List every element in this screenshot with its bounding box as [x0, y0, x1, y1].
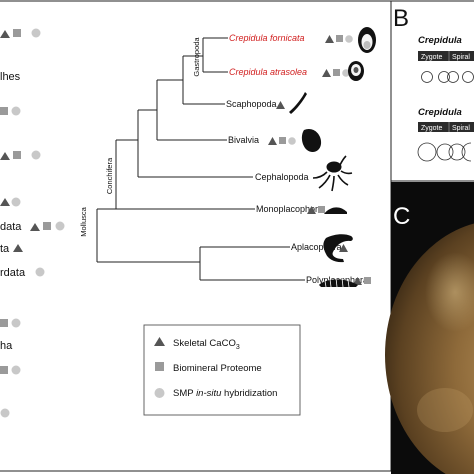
square-marker	[364, 277, 371, 284]
taxon-label: Scaphopoda	[226, 99, 277, 109]
trait-markers	[268, 35, 371, 285]
legend-label-skeletal: Skeletal CaCO3	[173, 338, 240, 351]
stage-label: Zygote	[421, 125, 443, 132]
panel-b-frame	[390, 0, 474, 182]
clade-label-mollusca: Mollusca	[79, 206, 88, 236]
legend: Skeletal CaCO3 Biomineral Proteome SMP i…	[143, 324, 301, 416]
bivalve-icon	[301, 128, 322, 152]
legend-box	[143, 324, 301, 416]
circle-marker	[288, 137, 296, 145]
left-label-fragment: data	[0, 221, 22, 233]
legend-circle-icon	[154, 388, 165, 398]
taxon-illustrations	[289, 27, 376, 288]
triangle-marker	[339, 244, 348, 252]
embryo-outlines	[421, 71, 474, 83]
square-marker	[13, 151, 21, 159]
square-marker	[43, 222, 51, 230]
circle-marker	[11, 106, 21, 116]
triangle-marker	[0, 198, 10, 206]
phylogenetic-tree	[96, 37, 305, 281]
snail-atrasolea-icon	[348, 61, 364, 81]
taxon-label: Crepidula atrasolea	[229, 67, 307, 77]
square-marker	[13, 29, 21, 37]
stage-label: Spiral	[452, 54, 470, 61]
triangle-marker	[268, 137, 277, 145]
triangle-marker	[0, 30, 10, 38]
cephalopod-icon	[312, 155, 353, 192]
stage-bar	[418, 51, 474, 61]
triangle-marker	[325, 35, 334, 43]
clade-label-conchifera: Conchifera	[105, 157, 114, 194]
triangle-marker	[30, 223, 40, 231]
stage-bar	[418, 122, 474, 132]
square-marker	[0, 366, 8, 374]
triangle-marker	[322, 69, 331, 77]
circle-marker	[11, 318, 21, 328]
square-marker	[333, 69, 340, 76]
taxon-label: Bivalvia	[228, 135, 259, 145]
panel-b-letter: B	[393, 5, 409, 32]
panel-b: B Crepidula Zygote Spiral Crepidula Zygo…	[393, 5, 474, 162]
triangle-marker	[0, 152, 10, 160]
square-marker	[0, 107, 8, 115]
circle-marker	[11, 197, 21, 207]
panel-c-micrograph: C	[385, 182, 474, 474]
monoplacophoran-icon	[324, 207, 347, 214]
circle-marker	[342, 69, 350, 77]
panel-b-title: Crepidula	[418, 107, 462, 118]
circle-marker	[55, 221, 65, 231]
taxon-label: Crepidula fornicata	[229, 33, 305, 43]
triangle-marker	[13, 244, 23, 252]
left-label-fragment: lhes	[0, 71, 21, 83]
triangle-marker	[353, 277, 362, 285]
legend-square-icon	[155, 362, 164, 371]
stage-label: Zygote	[421, 54, 443, 61]
snail-fornicata-icon	[358, 27, 376, 53]
clade-label-gastropoda: Gastropoda	[192, 37, 201, 77]
triangle-marker	[307, 206, 316, 214]
scaphopod-icon	[289, 92, 307, 114]
left-label-fragment: rdata	[0, 267, 26, 279]
circle-marker	[0, 408, 10, 418]
aplacophoran-icon	[323, 234, 353, 263]
legend-smp-italic: in-situ	[196, 388, 222, 399]
triangle-marker	[276, 101, 285, 109]
circle-marker	[31, 150, 41, 160]
polyplacophoran-icon	[319, 277, 358, 288]
circle-marker	[31, 28, 41, 38]
left-label-fragment: ta	[0, 243, 10, 255]
legend-label-proteome: Biomineral Proteome	[173, 363, 262, 374]
legend-smp-prefix: SMP	[173, 388, 196, 399]
square-marker	[0, 319, 8, 327]
taxon-label: Monoplacophora	[256, 204, 323, 214]
panel-c-letter: C	[393, 203, 410, 230]
legend-label-smp: SMP in-situ hybridization	[173, 388, 277, 399]
panel-b-title: Crepidula	[418, 35, 462, 46]
circle-marker	[11, 365, 21, 375]
legend-triangle-icon	[154, 337, 165, 346]
left-label-fragment: ha	[0, 340, 13, 352]
taxon-label: Cephalopoda	[255, 172, 309, 182]
circle-marker	[35, 267, 45, 277]
square-marker	[318, 206, 325, 213]
square-marker	[336, 35, 343, 42]
stage-label: Spiral	[452, 125, 470, 132]
embryo-outlines	[417, 142, 472, 162]
left-column: lhes data ta rdata ha	[0, 28, 65, 418]
circle-marker	[345, 35, 353, 43]
square-marker	[279, 137, 286, 144]
taxon-label: Aplacophora	[291, 242, 342, 252]
